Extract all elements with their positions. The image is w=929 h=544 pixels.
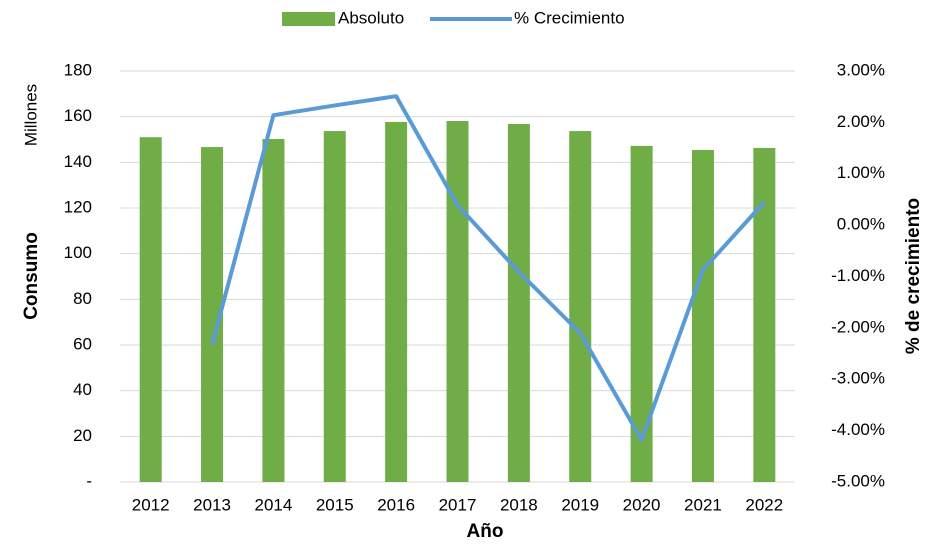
bar [507,123,530,483]
y-tick-label: 40 [73,380,92,399]
x-tick-label: 2022 [745,495,783,514]
legend-swatch [282,12,335,26]
x-axis-title: Año [467,521,504,542]
y-tick-label: 120 [64,197,92,216]
x-tick-label: 2016 [377,495,415,514]
bar [630,145,653,483]
bar [569,131,592,482]
x-tick-label: 2019 [561,495,599,514]
y-tick-label: - [86,471,92,490]
y-tick-label: 100 [64,243,92,262]
y2-tick-label: -1.00% [831,266,885,285]
y-tick-label: 160 [64,106,92,125]
legend-label: Absoluto [338,8,404,27]
y2-tick-label: 2.00% [837,112,885,131]
legend-label: % Crecimiento [514,8,625,27]
y2-tick-label: 1.00% [837,163,885,182]
line [210,94,766,442]
x-tick-label: 2018 [500,495,538,514]
bar [323,131,346,482]
x-tick-label: 2020 [623,495,661,514]
x-tick-label: 2012 [132,495,170,514]
y2-tick-label: 0.00% [837,215,885,234]
bar [753,147,776,482]
y-axis-title: Consumo [21,232,42,320]
x-tick-label: 2013 [193,495,231,514]
x-tick-label: 2015 [316,495,354,514]
x-tick-label: 2014 [254,495,292,514]
bar [446,121,469,482]
x-tick-label: 2021 [684,495,722,514]
y-tick-label: 180 [64,60,92,79]
y-tick-label: 20 [73,426,92,445]
bar [385,121,408,482]
y2-tick-label: 3.00% [837,60,885,79]
y2-axis-title: % de crecimiento [903,198,924,354]
bar [139,137,162,482]
y2-tick-label: -4.00% [831,420,885,439]
y-tick-label: 60 [73,334,92,353]
y-tick-label: 140 [64,152,92,171]
y2-tick-label: -2.00% [831,317,885,336]
y2-tick-label: -3.00% [831,369,885,388]
y-tick-label: 80 [73,289,92,308]
bar [201,147,224,482]
y-unit-label: Millones [21,84,40,146]
bar [691,150,714,482]
bar [262,139,285,482]
x-tick-label: 2017 [439,495,477,514]
y2-tick-label: -5.00% [831,471,885,490]
